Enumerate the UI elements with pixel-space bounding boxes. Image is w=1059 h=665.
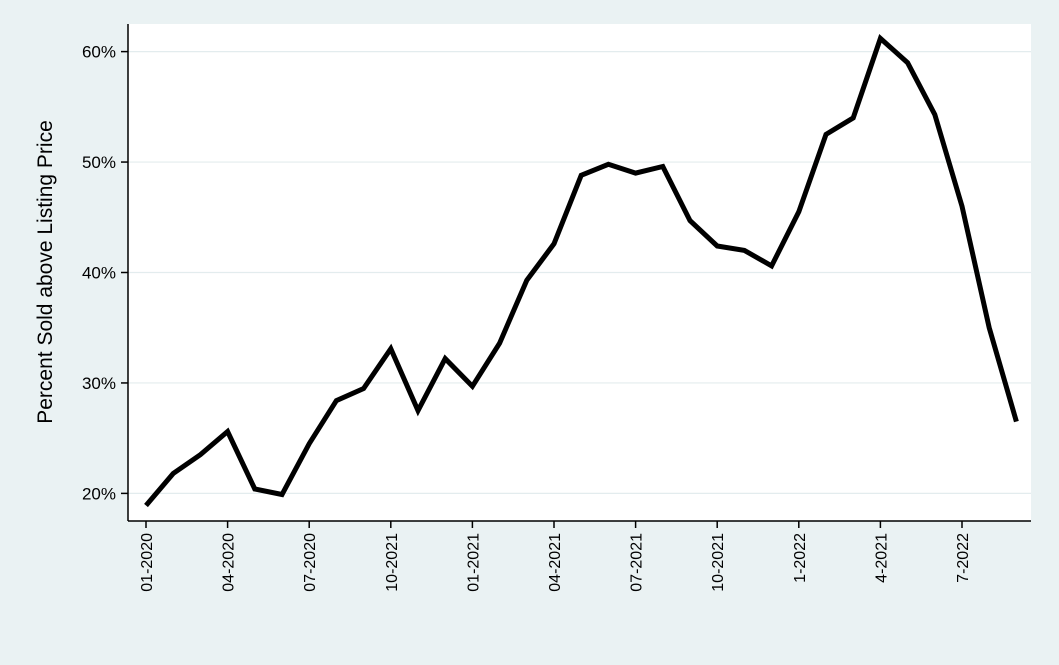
x-tick-label: 1-2022: [792, 533, 809, 583]
x-tick-label: 07-2020: [302, 533, 319, 592]
x-tick-label: 01-2020: [139, 533, 156, 592]
y-tick-label: 30%: [82, 374, 116, 393]
y-tick-label: 60%: [82, 43, 116, 62]
x-tick-label: 04-2020: [221, 533, 238, 592]
x-tick-label: 07-2021: [629, 533, 646, 592]
x-tick-label: 01-2021: [465, 533, 482, 592]
y-tick-label: 20%: [82, 484, 116, 503]
x-tick-label: 7-2022: [955, 533, 972, 583]
series-points: [145, 38, 1017, 506]
x-tick-label: 10-2021: [384, 533, 401, 592]
y-axis-ticks: 20% 30% 40% 50% 60%: [82, 43, 128, 503]
y-tick-label: 50%: [82, 153, 116, 172]
y-axis-title: Percent Sold above Listing Price: [34, 120, 57, 424]
y-tick-label: 40%: [82, 264, 116, 283]
x-tick-label: 4-2021: [873, 533, 890, 583]
x-tick-label: 10-2021: [710, 533, 727, 592]
x-tick-label: 04-2021: [547, 533, 564, 592]
x-axis-ticks: 01-2020 04-2020 07-2020 10-2021 01-2021 04-20…: [139, 521, 972, 592]
